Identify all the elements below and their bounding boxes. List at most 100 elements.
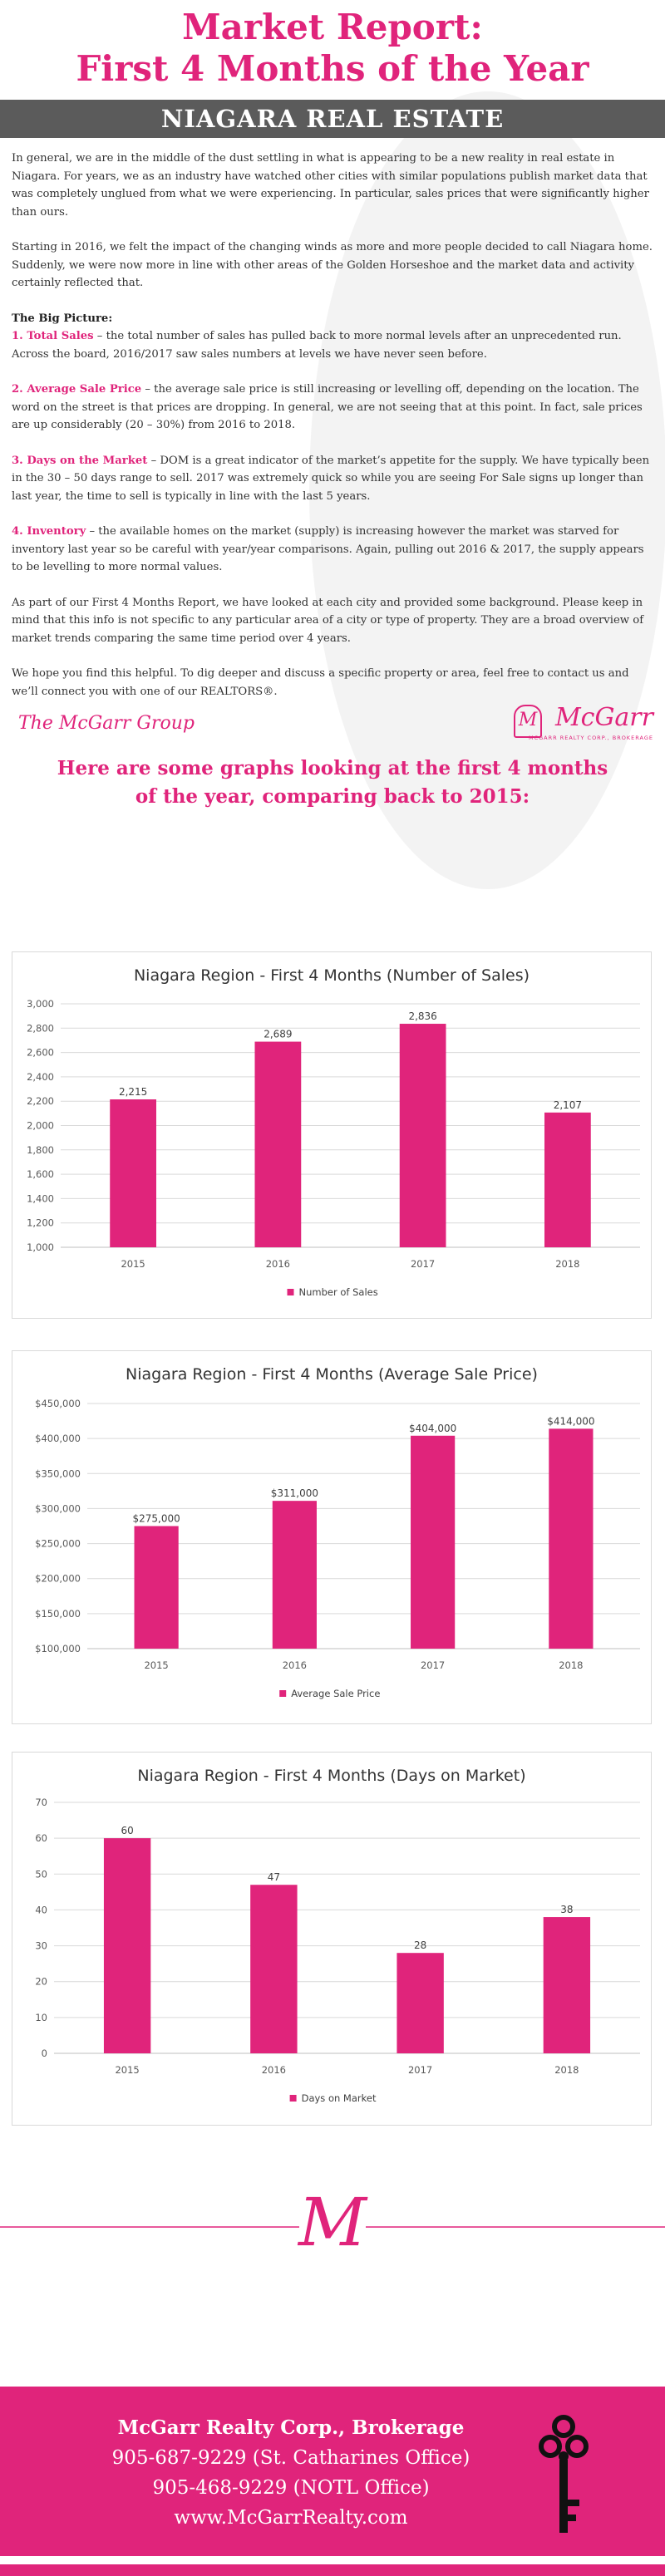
data-label: 2,836: [408, 1010, 436, 1022]
bar: [543, 1917, 591, 2053]
y-tick-label: 60: [35, 1832, 47, 1844]
x-tick-label: 2016: [262, 2064, 286, 2076]
data-label: 2,689: [264, 1029, 292, 1040]
data-label: $311,000: [271, 1487, 318, 1499]
chart-title: Niagara Region - First 4 Months (Number …: [134, 966, 530, 985]
logo-row: The McGarr Group M McGarr MCGARR REALTY …: [0, 703, 665, 743]
y-tick-label: 1,200: [27, 1217, 54, 1229]
item-label: 2. Average Sale Price: [12, 383, 142, 396]
legend-label: Days on Market: [302, 2092, 377, 2104]
y-tick-label: 10: [35, 2012, 47, 2023]
footer: McGarr Realty Corp., Brokerage 905-687-9…: [0, 2387, 665, 2576]
y-tick-label: 1,400: [27, 1192, 54, 1204]
legend-label: Average Sale Price: [291, 1688, 380, 1699]
intro-paragraph-4: We hope you find this helpful. To dig de…: [12, 667, 629, 698]
y-tick-label: 3,000: [27, 998, 54, 1010]
x-tick-label: 2016: [266, 1258, 290, 1270]
x-tick-label: 2018: [554, 2064, 579, 2076]
y-tick-label: 1,600: [27, 1168, 54, 1180]
bar: [250, 1885, 298, 2053]
big-picture-item: 4. Inventory – the available homes on th…: [12, 523, 653, 577]
y-tick-label: $200,000: [35, 1573, 81, 1585]
bar: [549, 1428, 594, 1649]
chart-svg: Niagara Region - First 4 Months (Average…: [35, 1365, 640, 1699]
intro-paragraph-1: In general, we are in the middle of the …: [12, 152, 649, 219]
phone-notl[interactable]: 905-468-9229 (NOTL Office): [152, 2477, 430, 2499]
y-tick-label: $250,000: [35, 1538, 81, 1550]
y-tick-label: 2,600: [27, 1047, 54, 1059]
data-label: 2,215: [119, 1086, 147, 1098]
data-label: $414,000: [547, 1415, 594, 1427]
legend-swatch: [289, 2095, 297, 2102]
title-line-1: Market Report:: [182, 7, 483, 47]
item-text: – the average sale price is still increa…: [12, 383, 643, 431]
y-tick-label: 2,000: [27, 1120, 54, 1132]
y-tick-label: 2,200: [27, 1095, 54, 1107]
bar: [411, 1435, 456, 1649]
footer-contact: McGarr Realty Corp., Brokerage 905-687-9…: [0, 2413, 582, 2533]
x-tick-label: 2017: [411, 1258, 435, 1270]
chart-title: Niagara Region - First 4 Months (Average…: [126, 1365, 538, 1384]
legend-label: Number of Sales: [299, 1286, 378, 1298]
bar: [103, 1838, 151, 2053]
bar: [399, 1024, 446, 1247]
chart-svg: Niagara Region - First 4 Months (Days on…: [35, 1767, 640, 2104]
item-text: – the total number of sales has pulled b…: [12, 330, 622, 361]
chart-svg: Niagara Region - First 4 Months (Number …: [27, 966, 640, 1298]
intro-paragraph-2: Starting in 2016, we felt the impact of …: [12, 241, 653, 289]
x-tick-label: 2017: [408, 2064, 432, 2076]
bar: [397, 1953, 444, 2053]
y-tick-label: 30: [35, 1940, 47, 1952]
mcgarr-realty-logo: M McGarr MCGARR REALTY CORP., BROKERAGE: [512, 703, 653, 745]
data-label: 47: [268, 1871, 280, 1883]
divider-monogram: M: [0, 2185, 665, 2261]
background-circle: [309, 91, 665, 889]
chart-title: Niagara Region - First 4 Months (Days on…: [137, 1767, 525, 1785]
brand-mark-icon: M: [514, 705, 542, 738]
y-tick-label: 0: [42, 2048, 47, 2059]
subheading-line-2: of the year, comparing back to 2015:: [135, 785, 530, 808]
data-label: $404,000: [409, 1423, 456, 1434]
y-tick-label: $400,000: [35, 1433, 81, 1444]
x-tick-label: 2015: [121, 1258, 145, 1270]
y-tick-label: 20: [35, 1976, 47, 1988]
x-tick-label: 2018: [559, 1659, 583, 1671]
intro-text: In general, we are in the middle of the …: [0, 138, 665, 701]
y-tick-label: 1,000: [27, 1241, 54, 1253]
brand-subtitle: MCGARR REALTY CORP., BROKERAGE: [529, 735, 653, 741]
website-link[interactable]: www.McGarrRealty.com: [174, 2507, 408, 2529]
footer-stripe: [0, 2556, 665, 2564]
company-name: McGarr Realty Corp., Brokerage: [117, 2416, 465, 2439]
intro-paragraph-3: As part of our First 4 Months Report, we…: [12, 596, 644, 645]
legend-swatch: [279, 1690, 287, 1697]
item-text: – DOM is a great indicator of the market…: [12, 454, 650, 503]
data-label: 2,107: [554, 1099, 582, 1111]
bar: [134, 1526, 179, 1649]
y-tick-label: 2,400: [27, 1071, 54, 1083]
data-label: 60: [121, 1825, 133, 1836]
chart-average-sale-price: Niagara Region - First 4 Months (Average…: [12, 1350, 652, 1724]
big-picture-item: 2. Average Sale Price – the average sale…: [12, 381, 653, 435]
chart-number-of-sales: Niagara Region - First 4 Months (Number …: [12, 951, 652, 1319]
y-tick-label: $150,000: [35, 1608, 81, 1620]
y-tick-label: $450,000: [35, 1398, 81, 1409]
y-tick-label: 70: [35, 1797, 47, 1808]
bar: [272, 1501, 317, 1649]
bar: [544, 1112, 591, 1247]
bar: [254, 1041, 302, 1247]
page-title: Market Report: First 4 Months of the Yea…: [0, 0, 665, 90]
big-picture-item: 3. Days on the Market – DOM is a great i…: [12, 452, 653, 506]
y-tick-label: $300,000: [35, 1502, 81, 1514]
big-picture-item: 1. Total Sales – the total number of sal…: [12, 327, 653, 363]
big-picture-heading: The Big Picture:: [12, 312, 113, 325]
title-line-2: First 4 Months of the Year: [76, 48, 589, 89]
y-tick-label: 40: [35, 1904, 47, 1915]
item-label: 3. Days on the Market: [12, 454, 148, 467]
monogram-m: M: [297, 2185, 368, 2261]
legend-swatch: [287, 1289, 294, 1295]
brand-wordmark: McGarr: [554, 703, 653, 732]
phone-st-catharines[interactable]: 905-687-9229 (St. Catharines Office): [111, 2447, 470, 2469]
data-label: 38: [560, 1904, 573, 1915]
item-label: 1. Total Sales: [12, 330, 94, 342]
